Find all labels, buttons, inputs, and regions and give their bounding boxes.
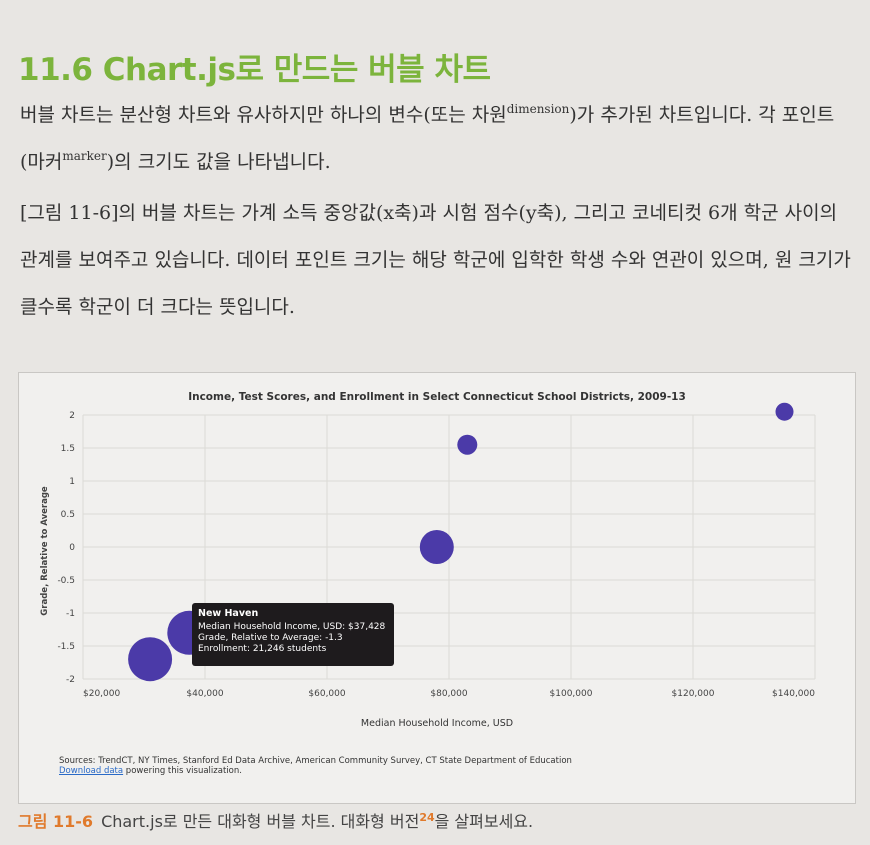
- y-tick-label: -1.5: [57, 642, 75, 652]
- y-axis-ticks: 2 1.5 1 0.5 0 -0.5 -1 -1.5 -2: [57, 411, 75, 685]
- x-tick-label: $80,000: [430, 689, 467, 699]
- paragraph-intro-after: )의 크기도 값을 나타냅니다.: [106, 151, 331, 173]
- x-tick-label: $40,000: [186, 689, 223, 699]
- bubble-point[interactable]: [128, 637, 173, 682]
- x-tick-label: $140,000: [772, 689, 815, 699]
- paragraph-intro: 버블 차트는 분산형 차트와 유사하지만 하나의 변수(또는 차원dimensi…: [20, 92, 852, 186]
- section-heading: 11.6 Chart.js로 만드는 버블 차트: [18, 52, 491, 88]
- x-tick-label: $20,000: [83, 689, 120, 699]
- y-tick-label: -2: [66, 675, 75, 685]
- caption-text: Chart.js로 만든 대화형 버블 차트. 대화형 버전: [101, 812, 420, 831]
- sources-text: Sources: TrendCT, NY Times, Stanford Ed …: [59, 756, 572, 766]
- tooltip-grade: Grade, Relative to Average: -1.3: [198, 633, 343, 643]
- chart-tooltip: New Haven Median Household Income, USD: …: [192, 603, 394, 666]
- y-tick-label: -1: [66, 609, 75, 619]
- superscript-marker: marker: [62, 149, 107, 163]
- bubble-chart: Income, Test Scores, and Enrollment in S…: [40, 391, 816, 729]
- y-tick-label: 2: [69, 411, 75, 421]
- paragraph-description: [그림 11-6]의 버블 차트는 가계 소득 중앙값(x축)과 시험 점수(y…: [20, 202, 851, 318]
- tooltip-enrollment: Enrollment: 21,246 students: [198, 644, 327, 654]
- bubble-point[interactable]: [457, 434, 478, 455]
- figure-caption: 그림 11-6 Chart.js로 만든 대화형 버블 차트. 대화형 버전24을…: [18, 808, 533, 832]
- y-tick-label: -0.5: [57, 576, 75, 586]
- download-data-link[interactable]: Download data: [59, 766, 124, 776]
- chart-grid: [82, 414, 816, 680]
- y-tick-label: 1.5: [61, 444, 75, 454]
- footnote-marker: 24: [419, 811, 435, 824]
- download-line: Download data powering this visualizatio…: [59, 766, 779, 776]
- x-tick-label: $120,000: [672, 689, 715, 699]
- x-tick-label: $60,000: [308, 689, 345, 699]
- y-tick-label: 1: [69, 477, 75, 487]
- figure-bubble-chart: Income, Test Scores, and Enrollment in S…: [18, 372, 856, 804]
- y-tick-label: 0.5: [61, 510, 75, 520]
- tooltip-title: New Haven: [198, 608, 259, 619]
- caption-end: 을 살펴보세요.: [434, 812, 534, 831]
- y-tick-label: 0: [69, 543, 75, 553]
- x-axis-ticks: $20,000 $40,000 $60,000 $80,000 $100,000 $120…: [83, 689, 815, 699]
- bubble-point[interactable]: [775, 402, 794, 421]
- chart-title: Income, Test Scores, and Enrollment in S…: [188, 391, 686, 403]
- x-axis-label: Median Household Income, USD: [361, 718, 513, 729]
- paragraph-intro-middle: )가 추가된 차트입니다. 각 포인트(마커: [20, 104, 835, 173]
- y-axis-label: Grade, Relative to Average: [40, 486, 50, 616]
- superscript-dimension: dimension: [506, 102, 570, 116]
- bubble-point[interactable]: [419, 530, 454, 564]
- chart-sources: Sources: TrendCT, NY Times, Stanford Ed …: [59, 756, 779, 776]
- download-line-rest: powering this visualization.: [123, 766, 242, 776]
- x-tick-label: $100,000: [550, 689, 593, 699]
- figure-number: 그림 11-6: [18, 812, 94, 831]
- paragraph-intro-before: 버블 차트는 분산형 차트와 유사하지만 하나의 변수(또는 차원: [20, 104, 507, 126]
- tooltip-income: Median Household Income, USD: $37,428: [198, 622, 386, 632]
